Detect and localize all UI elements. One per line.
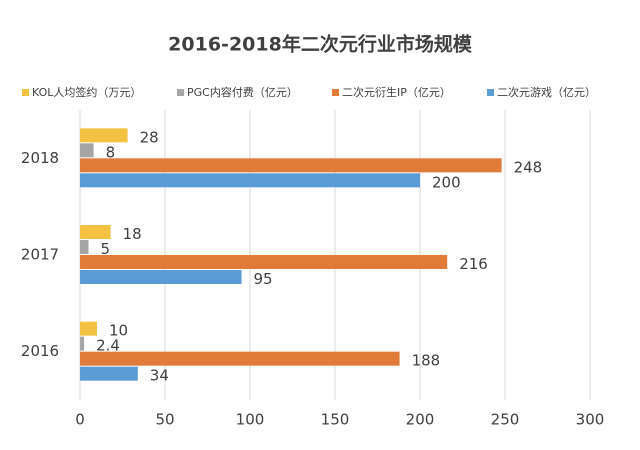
bar (80, 366, 138, 381)
y-tick-label: 2017 (21, 246, 59, 264)
legend-swatch (487, 89, 494, 96)
bar (80, 336, 85, 351)
data-label: 200 (432, 173, 461, 191)
data-label: 5 (101, 240, 111, 258)
bar (80, 158, 502, 173)
y-tick-label: 2016 (21, 342, 59, 360)
legend-swatch (332, 89, 339, 96)
data-label: 34 (150, 367, 169, 385)
data-label: 18 (123, 225, 142, 243)
legend-label: PGC内容付费（亿元） (187, 85, 298, 99)
bar (80, 143, 94, 158)
x-tick-label: 0 (75, 411, 85, 429)
data-label: 188 (412, 352, 441, 370)
data-label: 95 (254, 270, 273, 288)
legend-label: 二次元衍生IP（亿元） (342, 85, 451, 99)
x-tick-label: 50 (155, 411, 174, 429)
data-label: 216 (459, 255, 488, 273)
x-tick-label: 300 (576, 411, 605, 429)
data-label: 28 (140, 128, 159, 146)
bar (80, 225, 111, 239)
bar (80, 128, 128, 143)
data-label: 248 (514, 158, 543, 176)
bar (80, 173, 420, 188)
chart-title: 2016-2018年二次元行业市场规模 (168, 33, 473, 56)
data-label: 2.4 (96, 337, 120, 355)
bar (80, 321, 97, 336)
data-label: 10 (109, 322, 128, 340)
legend-label: 二次元游戏（亿元） (497, 85, 596, 99)
legend-label: KOL人均签约（万元） (32, 85, 141, 99)
bar (80, 351, 400, 366)
x-tick-label: 150 (321, 411, 350, 429)
bar (80, 270, 242, 284)
bar (80, 240, 89, 254)
y-tick-label: 2018 (21, 149, 59, 167)
x-tick-label: 200 (406, 411, 435, 429)
legend-swatch (177, 89, 184, 96)
legend-swatch (22, 89, 29, 96)
bar (80, 255, 448, 269)
x-tick-label: 250 (491, 411, 520, 429)
data-label: 8 (106, 143, 116, 161)
x-tick-label: 100 (236, 411, 265, 429)
